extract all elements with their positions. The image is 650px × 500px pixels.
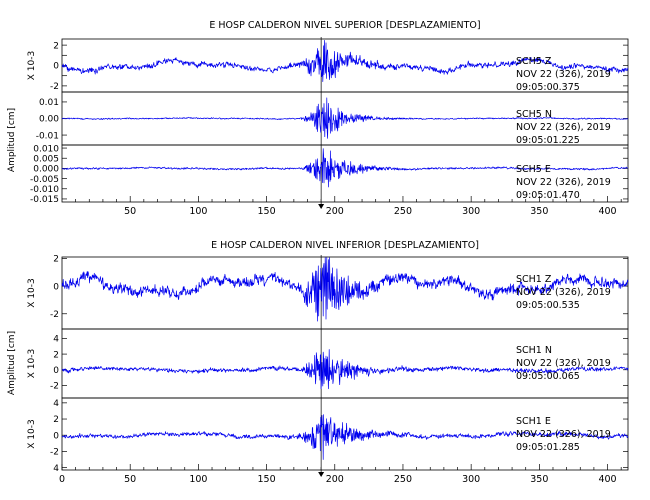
waveform-trace bbox=[61, 97, 628, 139]
x-tick-label: 100 bbox=[189, 474, 207, 485]
date-label: NOV 22 (326), 2019 bbox=[516, 287, 611, 298]
scale-label: X 10-3 bbox=[27, 278, 37, 307]
x-tick-label: 50 bbox=[124, 474, 136, 485]
x-tick-label: 400 bbox=[598, 206, 616, 217]
y-tick-label: -0.005 bbox=[30, 175, 59, 185]
y-tick-label: -2 bbox=[50, 448, 59, 458]
y-tick-label: 0 bbox=[53, 62, 59, 72]
panel-sch1-n: -2 0 2 4 X 10-3 SCH1 N NOV 22 (326), 2019 0… bbox=[27, 328, 629, 399]
date-label: NOV 22 (326), 2019 bbox=[516, 177, 611, 188]
y-tick-label: 2 bbox=[53, 350, 59, 360]
channel-label: SCH5 N bbox=[516, 109, 552, 120]
y-tick-label: 0 bbox=[53, 431, 59, 441]
date-label: NOV 22 (326), 2019 bbox=[516, 122, 611, 133]
scale-label: X 10-3 bbox=[27, 51, 37, 80]
time-label: 09:05:00.065 bbox=[516, 371, 580, 382]
panel-sch5-z: -2 0 2 X 10-3 SCH5 Z NOV 22 (326), 2019 09… bbox=[27, 38, 629, 93]
channel-label: SCH5 E bbox=[516, 164, 551, 175]
waveform-trace bbox=[61, 349, 629, 390]
time-label: 09:05:00.535 bbox=[516, 300, 580, 311]
x-tick-label: 200 bbox=[326, 474, 344, 485]
x-tick-label: 250 bbox=[394, 474, 412, 485]
chart-group-superior: E HOSP CALDERON NIVEL SUPERIOR [DESPLAZA… bbox=[7, 20, 629, 217]
chart-group-inferior: E HOSP CALDERON NIVEL INFERIOR [DESPLAZA… bbox=[7, 240, 629, 485]
date-label: NOV 22 (326), 2019 bbox=[516, 358, 611, 369]
y-tick-label: 4 bbox=[53, 399, 59, 409]
panel-frame bbox=[61, 144, 629, 203]
event-marker-arrow bbox=[318, 204, 325, 209]
y-tick-label: 2 bbox=[53, 255, 59, 265]
waveform-trace bbox=[61, 257, 629, 322]
y-tick-label: 0 bbox=[53, 366, 59, 376]
ylabel-inferior: Amplitud [cm] bbox=[7, 331, 17, 395]
x-axis-superior: 50 100 150 200 250 300 350 400 bbox=[75, 196, 622, 217]
x-tick-label: 350 bbox=[530, 206, 548, 217]
y-tick-label: -0.015 bbox=[30, 195, 59, 205]
y-axis: 4 -2 0 2 4 bbox=[50, 399, 628, 474]
scale-label: X 10-3 bbox=[27, 349, 37, 378]
y-tick-label: 0.000 bbox=[33, 165, 59, 175]
event-marker-arrow bbox=[318, 472, 325, 477]
y-tick-label: -2 bbox=[50, 310, 59, 320]
x-tick-label: 50 bbox=[124, 206, 136, 217]
channel-label: SCH1 E bbox=[516, 416, 551, 427]
time-label: 09:05:01.285 bbox=[516, 442, 580, 453]
x-tick-label: 200 bbox=[326, 206, 344, 217]
panel-sch1-z: -2 0 2 X 10-3 SCH1 Z NOV 22 (326), 2019 09… bbox=[27, 255, 629, 330]
y-tick-label: 0.01 bbox=[39, 98, 59, 108]
y-tick-label: 4 bbox=[53, 464, 59, 474]
x-tick-label: 250 bbox=[394, 206, 412, 217]
panel-sch5-n: -0.010.000.01 SCH5 N NOV 22 (326), 2019 … bbox=[36, 91, 629, 146]
y-tick-label: -2 bbox=[50, 382, 59, 392]
x-tick-label: 300 bbox=[462, 206, 480, 217]
y-tick-label: 0.00 bbox=[39, 115, 59, 125]
y-tick-label: 0.010 bbox=[33, 144, 59, 154]
time-label: 09:05:00.375 bbox=[516, 82, 580, 93]
date-label: NOV 22 (326), 2019 bbox=[516, 69, 611, 80]
x-tick-label: 400 bbox=[598, 474, 616, 485]
waveform-trace bbox=[61, 414, 629, 460]
y-tick-label: -0.01 bbox=[36, 131, 59, 141]
time-label: 09:05:01.470 bbox=[516, 190, 580, 201]
x-tick-label: 0 bbox=[59, 474, 65, 485]
date-label: NOV 22 (326), 2019 bbox=[516, 429, 611, 440]
x-tick-label: 150 bbox=[258, 474, 276, 485]
y-tick-label: -2 bbox=[50, 82, 59, 92]
x-tick-label: 100 bbox=[189, 206, 207, 217]
time-label: 09:05:01.225 bbox=[516, 135, 580, 146]
y-tick-label: 2 bbox=[53, 41, 59, 51]
panel-frame bbox=[61, 397, 629, 471]
channel-label: SCH1 N bbox=[516, 345, 552, 356]
channel-label: SCH5 Z bbox=[516, 56, 552, 67]
y-tick-label: 0 bbox=[53, 282, 59, 292]
y-tick-label: 2 bbox=[53, 415, 59, 425]
chart-title-superior: E HOSP CALDERON NIVEL SUPERIOR [DESPLAZA… bbox=[209, 20, 480, 31]
x-tick-label: 350 bbox=[530, 474, 548, 485]
y-tick-label: 0.005 bbox=[33, 154, 59, 164]
waveform-trace bbox=[61, 39, 629, 82]
x-tick-label: 150 bbox=[258, 206, 276, 217]
channel-label: SCH1 Z bbox=[516, 274, 552, 285]
x-tick-label: 300 bbox=[462, 474, 480, 485]
waveform-trace bbox=[61, 148, 629, 188]
scale-label: X 10-3 bbox=[27, 419, 37, 448]
y-tick-label: 4 bbox=[53, 335, 59, 345]
y-tick-label: -0.010 bbox=[30, 185, 59, 195]
chart-title-inferior: E HOSP CALDERON NIVEL INFERIOR [DESPLAZA… bbox=[211, 240, 479, 251]
ylabel-superior: Amplitud [cm] bbox=[7, 108, 17, 172]
x-axis-inferior: 0 50 100 150 200 250 300 350 400 bbox=[59, 464, 622, 485]
